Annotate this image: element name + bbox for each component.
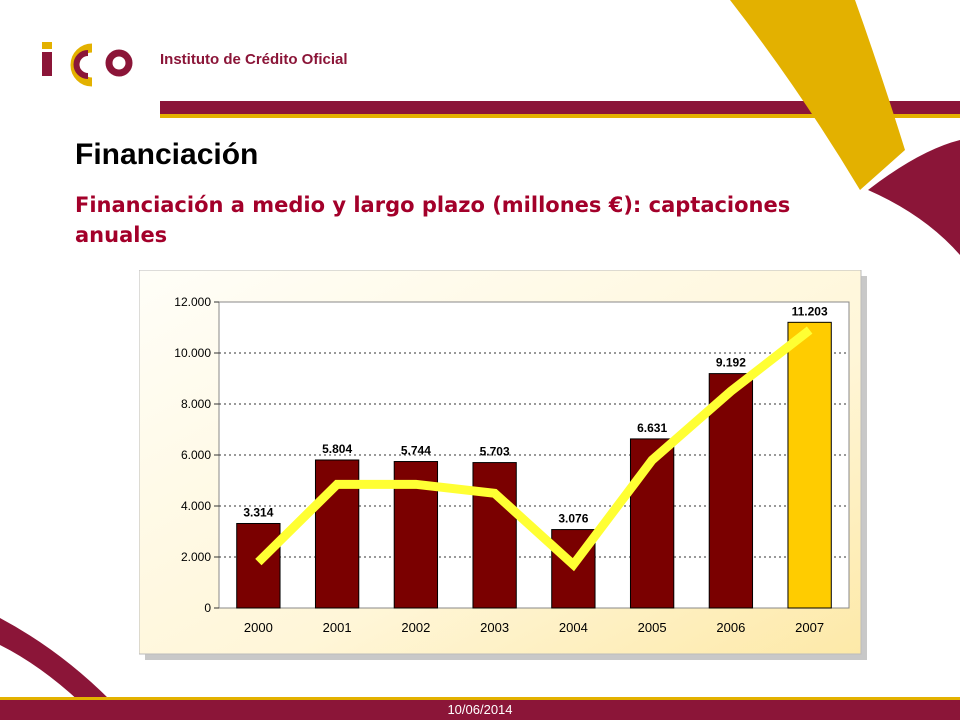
y-tick-label: 2.000 xyxy=(181,550,211,564)
bar-2006 xyxy=(708,373,754,609)
slide-subtitle: Financiación a medio y largo plazo (mill… xyxy=(75,193,791,247)
bar-2000 xyxy=(236,522,281,609)
footer-date: 10/06/2014 xyxy=(447,702,513,717)
x-tick-label-2004: 2004 xyxy=(559,620,588,635)
trend-line xyxy=(255,326,813,572)
x-tick-label-2006: 2006 xyxy=(716,620,745,635)
x-tick-label-2003: 2003 xyxy=(480,620,509,635)
x-axis-ticks: 2000 2001 2002 2003 2004 2005 2006 2007 xyxy=(244,620,824,635)
header-band xyxy=(160,101,960,114)
value-label-2004: 3.076 xyxy=(558,512,588,526)
y-tick-label: 12.000 xyxy=(174,295,211,309)
value-label-2002: 5.744 xyxy=(401,444,431,458)
y-tick-label: 8.000 xyxy=(181,397,211,411)
trend-line-layer xyxy=(255,326,813,572)
value-label-2005: 6.631 xyxy=(637,421,667,435)
slide-title: Financiación xyxy=(75,138,259,171)
value-label-2001: 5.804 xyxy=(322,442,352,456)
value-label-2007: 11.203 xyxy=(792,304,828,318)
value-label-2006: 9.192 xyxy=(716,356,746,370)
bottom-left-wedge xyxy=(0,618,110,702)
y-tick-label: 4.000 xyxy=(181,499,211,513)
logo-i xyxy=(42,52,52,76)
value-label-2003: 5.703 xyxy=(480,445,510,459)
bar-2007 xyxy=(787,321,832,609)
bar-2003 xyxy=(472,462,517,609)
corner-arc-yellow xyxy=(730,0,905,190)
y-tick-label: 10.000 xyxy=(174,346,211,360)
logo-label: Instituto de Crédito Oficial xyxy=(160,51,348,68)
logo-o xyxy=(105,49,133,77)
y-axis-ticks: 0 2.000 4.000 6.000 8.000 10.000 12.000 xyxy=(174,295,219,615)
x-tick-label-2005: 2005 xyxy=(638,620,667,635)
y-tick-label: 0 xyxy=(204,601,211,615)
x-tick-label-2001: 2001 xyxy=(323,620,352,635)
x-tick-label-2002: 2002 xyxy=(401,620,430,635)
header-band-accent xyxy=(160,114,960,118)
footer-band-accent xyxy=(0,697,960,700)
chart-panel: 3.314 5.804 5.744 5.703 3.076 6.631 9.192 11.20… xyxy=(139,270,867,660)
value-label-2000: 3.314 xyxy=(243,505,273,519)
x-tick-label-2000: 2000 xyxy=(244,620,273,635)
y-tick-label: 6.000 xyxy=(181,448,211,462)
logo-i-dot xyxy=(42,42,52,49)
x-tick-label-2007: 2007 xyxy=(795,620,824,635)
ico-logo xyxy=(42,42,133,87)
value-labels: 3.314 5.804 5.744 5.703 3.076 6.631 9.192 11.20… xyxy=(243,304,828,525)
footer-band xyxy=(0,700,960,720)
logo-c-inner xyxy=(73,50,89,79)
corner-arc-red xyxy=(868,140,960,255)
